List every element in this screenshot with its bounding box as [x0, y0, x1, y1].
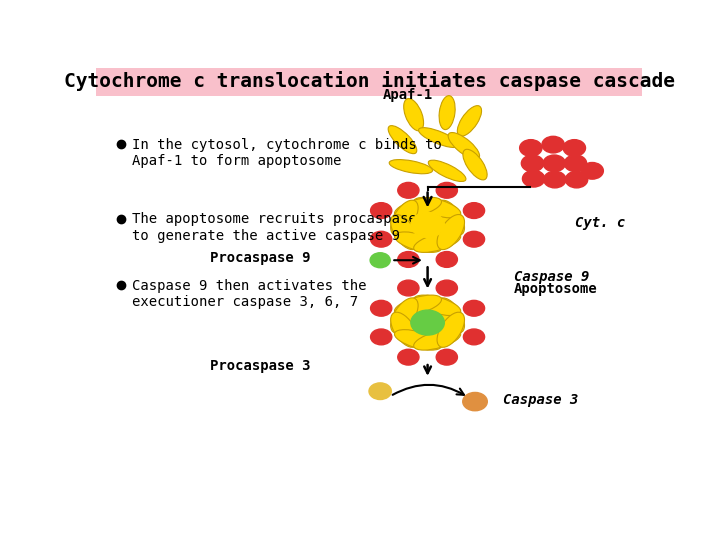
Circle shape — [463, 393, 487, 411]
Ellipse shape — [390, 160, 433, 174]
Circle shape — [411, 310, 444, 335]
Ellipse shape — [395, 232, 441, 252]
Circle shape — [544, 171, 566, 188]
Ellipse shape — [428, 160, 466, 181]
Ellipse shape — [404, 98, 423, 131]
Circle shape — [520, 140, 542, 156]
Ellipse shape — [437, 312, 464, 347]
Ellipse shape — [391, 312, 418, 347]
Circle shape — [397, 252, 419, 267]
Circle shape — [411, 212, 444, 238]
Ellipse shape — [437, 214, 464, 249]
Circle shape — [397, 349, 419, 365]
Ellipse shape — [414, 295, 461, 315]
Circle shape — [371, 300, 392, 316]
Ellipse shape — [391, 200, 418, 235]
Ellipse shape — [439, 96, 455, 130]
Ellipse shape — [418, 127, 459, 147]
Circle shape — [565, 171, 588, 188]
Circle shape — [371, 231, 392, 247]
Text: Caspase 3: Caspase 3 — [503, 393, 578, 407]
Circle shape — [464, 329, 485, 345]
Circle shape — [370, 253, 390, 268]
Ellipse shape — [391, 298, 418, 333]
Ellipse shape — [395, 198, 441, 218]
Text: Cyt. c: Cyt. c — [575, 216, 626, 230]
Circle shape — [397, 183, 419, 198]
Text: Cytochrome c translocation initiates caspase cascade: Cytochrome c translocation initiates cas… — [63, 71, 675, 91]
Circle shape — [397, 280, 419, 296]
Ellipse shape — [395, 329, 441, 350]
Circle shape — [464, 231, 485, 247]
Text: In the cytosol, cytochrome c binds to
Apaf-1 to form apoptosome: In the cytosol, cytochrome c binds to Ap… — [132, 138, 442, 168]
Text: Caspase 9: Caspase 9 — [514, 270, 590, 284]
Circle shape — [371, 202, 392, 219]
Ellipse shape — [414, 198, 461, 218]
Circle shape — [369, 383, 392, 400]
Ellipse shape — [388, 126, 417, 154]
Circle shape — [436, 280, 457, 296]
Circle shape — [542, 136, 564, 153]
Circle shape — [581, 163, 603, 179]
Text: Procaspase 9: Procaspase 9 — [210, 251, 310, 265]
Circle shape — [436, 183, 457, 198]
Text: Caspase 9 then activates the
executioner caspase 3, 6, 7: Caspase 9 then activates the executioner… — [132, 279, 366, 309]
Circle shape — [464, 202, 485, 219]
Ellipse shape — [463, 149, 487, 180]
Ellipse shape — [414, 329, 461, 350]
Ellipse shape — [457, 106, 482, 136]
Circle shape — [523, 171, 545, 187]
Circle shape — [436, 252, 457, 267]
Circle shape — [521, 155, 544, 172]
Ellipse shape — [414, 232, 461, 252]
Text: Apoptosome: Apoptosome — [514, 281, 598, 295]
Circle shape — [436, 349, 457, 365]
Ellipse shape — [395, 295, 441, 315]
Text: Procaspase 3: Procaspase 3 — [210, 359, 310, 373]
Circle shape — [543, 155, 565, 172]
Ellipse shape — [448, 132, 480, 159]
Circle shape — [464, 300, 485, 316]
Ellipse shape — [391, 214, 418, 249]
Text: The apoptosome recruits procaspase 9
to generate the active caspase 9: The apoptosome recruits procaspase 9 to … — [132, 212, 433, 242]
Circle shape — [371, 329, 392, 345]
Circle shape — [564, 155, 587, 172]
Text: Apaf-1: Apaf-1 — [383, 88, 433, 102]
Ellipse shape — [437, 200, 464, 235]
FancyBboxPatch shape — [96, 68, 642, 96]
Ellipse shape — [437, 298, 464, 333]
Circle shape — [563, 140, 585, 156]
